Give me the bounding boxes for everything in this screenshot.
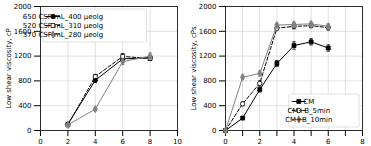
svg-text:0: 0: [212, 127, 216, 135]
svg-text:520 CSF mL_310 μeolg: 520 CSF mL_310 μeolg: [23, 22, 103, 30]
svg-text:0: 0: [223, 138, 227, 146]
svg-text:650 CSF mL_400 μeolg: 650 CSF mL_400 μeolg: [23, 13, 103, 21]
svg-text:1200: 1200: [199, 52, 217, 60]
svg-text:8: 8: [360, 138, 364, 146]
svg-text:2: 2: [258, 138, 262, 146]
svg-text:400: 400: [18, 102, 31, 110]
svg-text:CM: CM: [303, 98, 314, 106]
svg-text:6: 6: [326, 138, 331, 146]
svg-text:0: 0: [27, 127, 31, 135]
svg-text:800: 800: [18, 77, 31, 85]
svg-text:Low shear viscosity, cPs: Low shear viscosity, cPs: [190, 26, 198, 111]
svg-text:CM+B_10min: CM+B_10min: [285, 116, 332, 124]
svg-text:400: 400: [203, 102, 216, 110]
svg-text:8: 8: [148, 138, 152, 146]
svg-text:2000: 2000: [14, 3, 32, 11]
svg-text:370 CSF mL_280 μeolg: 370 CSF mL_280 μeolg: [23, 31, 103, 39]
svg-text:Low shear viscosity, cP: Low shear viscosity, cP: [5, 28, 13, 109]
svg-text:800: 800: [203, 77, 216, 85]
svg-text:4: 4: [93, 138, 98, 146]
svg-text:1200: 1200: [14, 52, 32, 60]
svg-text:CM+B_5min: CM+B_5min: [287, 107, 330, 115]
svg-text:2: 2: [66, 138, 70, 146]
svg-text:10: 10: [173, 138, 182, 146]
svg-text:6: 6: [120, 138, 125, 146]
svg-text:2000: 2000: [199, 3, 217, 11]
svg-text:1600: 1600: [199, 28, 217, 36]
svg-text:0: 0: [38, 138, 42, 146]
svg-text:4: 4: [292, 138, 297, 146]
